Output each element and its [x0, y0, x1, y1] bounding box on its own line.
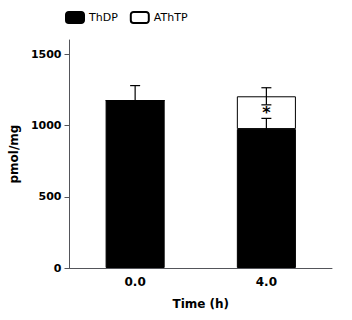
svg-text:4.0: 4.0 [256, 275, 277, 289]
svg-text:1500: 1500 [31, 48, 62, 61]
svg-text:pmol/mg: pmol/mg [7, 125, 21, 184]
svg-text:1000: 1000 [31, 119, 62, 132]
svg-text:ThDP: ThDP [88, 11, 118, 24]
svg-text:500: 500 [39, 190, 62, 203]
svg-text:0.0: 0.0 [125, 275, 146, 289]
svg-text:AThTP: AThTP [154, 11, 188, 24]
svg-text:Time (h): Time (h) [172, 297, 229, 311]
svg-text:0: 0 [54, 262, 62, 275]
